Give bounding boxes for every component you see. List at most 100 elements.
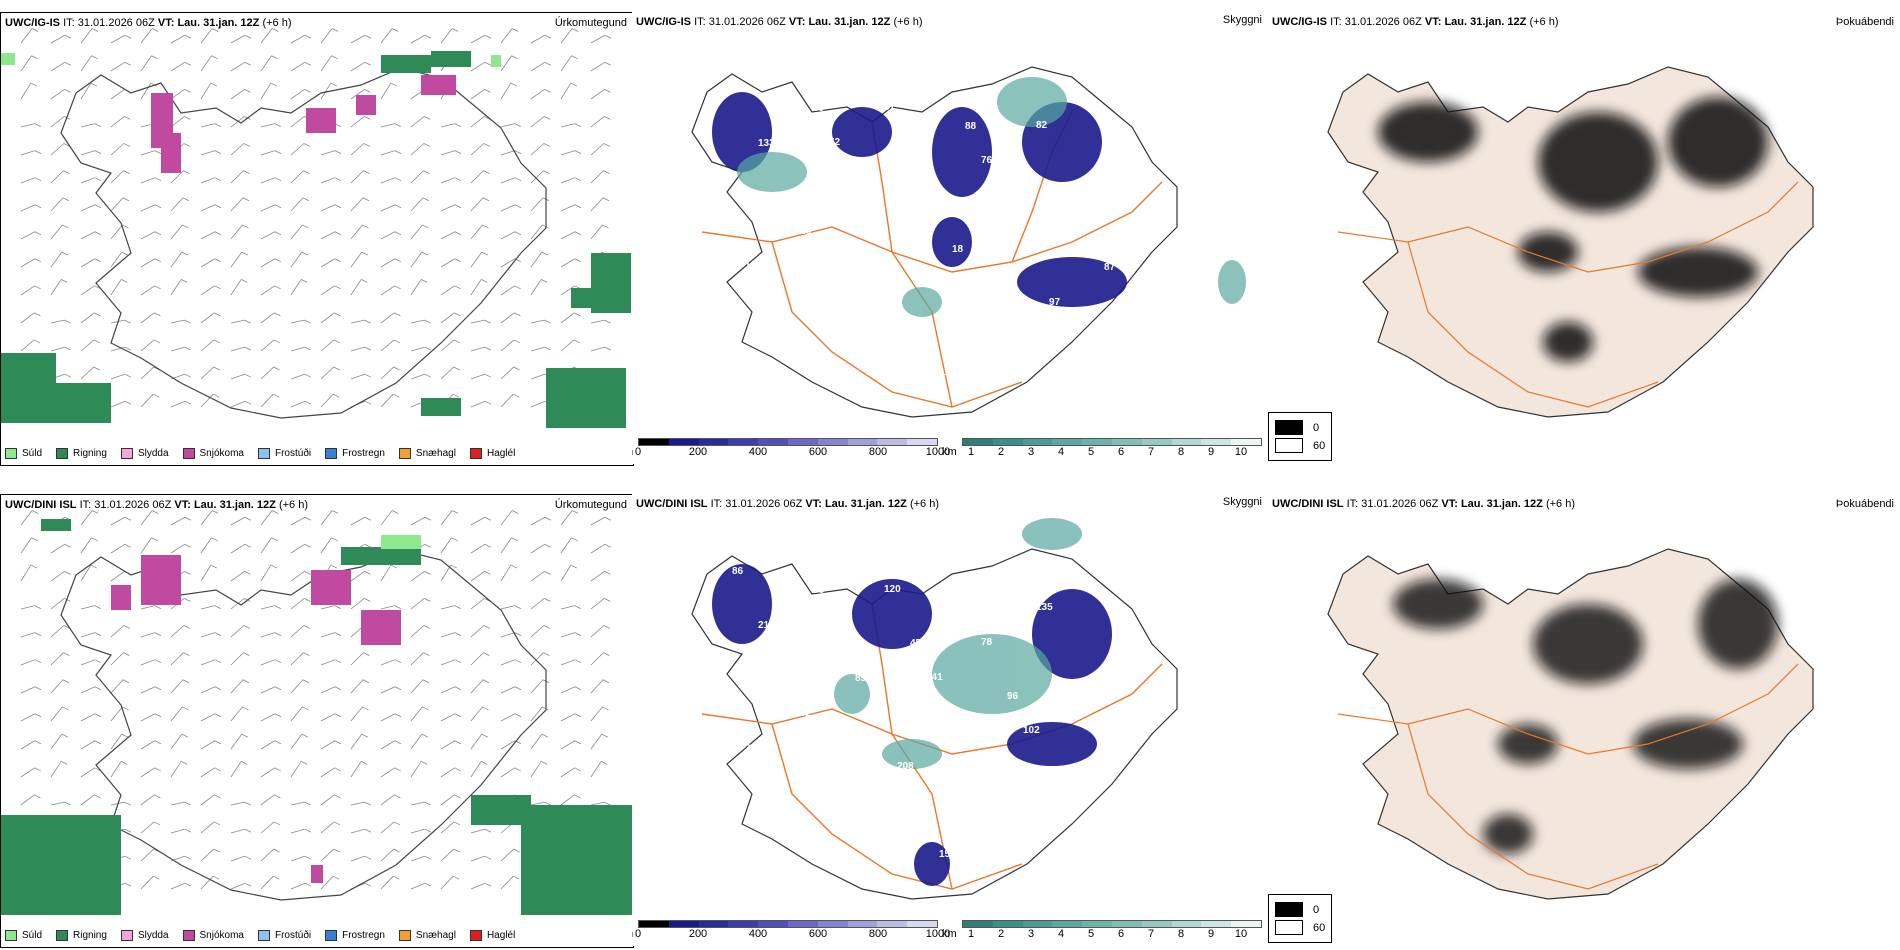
legend-item: Frostregn [325,930,385,941]
cloudbase-value-label: 91 [1120,296,1132,307]
cloudbase-labels: 65 52 17 103 91 73 57 76 72 18 84 118 82 136 26 99 108 96… [732,84,1163,379]
legend-label: Snjókoma [199,930,244,941]
panel-title: Úrkomutegund [554,499,627,511]
cloudbase-value-label: 452 [910,638,927,649]
legend-swatch [56,930,69,941]
cloudbase-map: 86 93 241 102 86 72 120 78 102 320 150 159 135 93 92 20… [691,518,1178,900]
legend-item: Frostúði [257,930,311,941]
cloudbase-value-label: 87 [1104,262,1116,273]
colorbar-tick-label: 800 [868,928,888,940]
road-network [701,111,1163,408]
cloudbase-value-label: 86 [732,566,744,577]
colorbar-tick-label: 6 [1117,446,1125,458]
legend-label: Snæhagl [415,448,456,459]
cloudbase-value-label: 96 [1091,85,1103,96]
legend-swatch [5,930,17,941]
legend-item: Frostúði [257,448,311,459]
cloudbase-value-label: 120 [884,584,901,595]
cloudbase-value-label: 122 [1104,744,1121,755]
cloudbase-value-label: 323 [1049,779,1066,790]
cloudbase-value-label: 26 [800,226,812,237]
cloudbase-colorbar: m 0 200 400 600 800 1000 [632,920,950,940]
cloudbase-colorbar: m 0 200 400 600 800 1000 [632,438,950,458]
colorbar-tick-label: 600 [808,446,828,458]
colorbar-tick-label: 3 [1027,446,1035,458]
cloudbase-value-label: 159 [939,849,956,860]
legend-swatch [182,930,195,941]
cloudbase-value-label: 320 [745,743,762,754]
cloudbase-value-label: 102 [1078,690,1095,701]
colorbar-ticks: 1 2 3 4 5 6 7 8 9 10 [962,446,1262,460]
legend-swatch [469,448,482,459]
fog-legend-row1: 0 60 [1268,412,1333,461]
legend-item: Súld [5,930,42,941]
legend-item: Snjókoma [182,930,244,941]
cloudbase-value-label: 150 [842,796,859,807]
cloudbase-value-label: 93 [855,191,867,202]
panel-title: Skyggni [1222,496,1262,508]
legend-item: Snjókoma [182,448,244,459]
panel-title: Þokuábendi [1835,16,1894,28]
cloudbase-value-label: 98 [813,585,825,596]
colorbar-tick-label: 4 [1057,928,1065,940]
snow-areas [151,75,456,173]
colorbar-tick-label: 7 [1147,446,1155,458]
legend-label: Snjókoma [199,448,244,459]
legend-item: Slydda [120,448,169,459]
legend-item: Rigning [56,448,107,459]
panel-header: UWC/IG-IS IT: 31.01.2026 06Z VT: Lau. 31… [636,16,923,28]
panel-header: UWC/DINI ISL IT: 31.01.2026 06Z VT: Lau.… [636,498,939,510]
cloudbase-value-label: 78 [981,637,993,648]
colorbar-tick-label: 1 [967,928,975,940]
cloudbase-value-label: 76 [981,155,993,166]
iceland-outline [60,67,547,419]
colorbar-tick-label: 8 [1177,928,1185,940]
legend-label: Haglél [486,448,516,459]
cloudbase-value-label: 106 [910,156,927,167]
panel-header: UWC/DINI ISL IT: 31.01.2026 06Z VT: Lau.… [1272,498,1575,510]
cloudbase-value-label: 57 [884,102,896,113]
colorbar-tick-label: 600 [808,928,828,940]
colorbar-unit: m [632,446,633,458]
legend-item: Súld [5,448,42,459]
fog-map [1327,66,1814,418]
cloudbase-value-label: 92 [800,708,812,719]
fog-index-field [1378,97,1768,362]
colorbar-tick-label: 200 [688,928,708,940]
colorbar-tick-label: 8 [1177,446,1185,458]
legend-swatch [120,448,133,459]
cloudbase-value-label: 86 [1120,778,1132,789]
ptype-map [1,510,633,915]
colorbar-tick-label: 2 [997,446,1005,458]
legend-swatch [257,448,270,459]
cloudbase-value-label: 93 [829,619,841,630]
legend-swatch [182,448,195,459]
colorbar-tick-label: 200 [688,446,708,458]
cloudbase-value-label: 84 [842,314,854,325]
cloudbase-value-label: 96 [1007,691,1019,702]
cloudbase-value-label: 17 [926,190,938,201]
visibility-cells [737,77,1246,317]
cloudbase-value-label: 202 [994,814,1011,825]
wind-barbs [20,28,612,408]
cloudbase-labels: 86 93 241 102 86 72 120 78 102 320 150 159 135 93 92 20… [732,566,1163,861]
colorbar-unit: m [632,928,633,940]
panel-header: UWC/DINI ISL IT: 31.01.2026 06Z VT: Lau.… [5,499,308,511]
panel-title: Úrkomutegund [554,17,627,29]
colorbar-tick-label: 4 [1057,446,1065,458]
cloudbase-value-label: 89 [855,673,867,684]
ptype-legend: Súld Rigning Slydda Snjókoma Frostúði Frostre… [5,448,515,459]
cloudbase-value-label: 73 [787,349,799,360]
iceland-outline [60,549,547,901]
colorbar-tick-label: 0 [634,928,642,940]
panel-header: UWC/IG-IS IT: 31.01.2026 06Z VT: Lau. 31… [1272,16,1559,28]
legend-swatch [325,448,338,459]
colorbar-tick-label: 400 [748,446,768,458]
colorbar-tick-label: 7 [1147,928,1155,940]
colorbar-tick-label: 9 [1207,928,1215,940]
cloudbase-value-label: 136 [1133,173,1150,184]
cloudbase-value-label: 218 [758,620,775,631]
snow-areas [111,555,401,883]
cloudbase-value-label: 194 [952,726,969,737]
cloudbase-value-label: 72 [1078,208,1090,219]
